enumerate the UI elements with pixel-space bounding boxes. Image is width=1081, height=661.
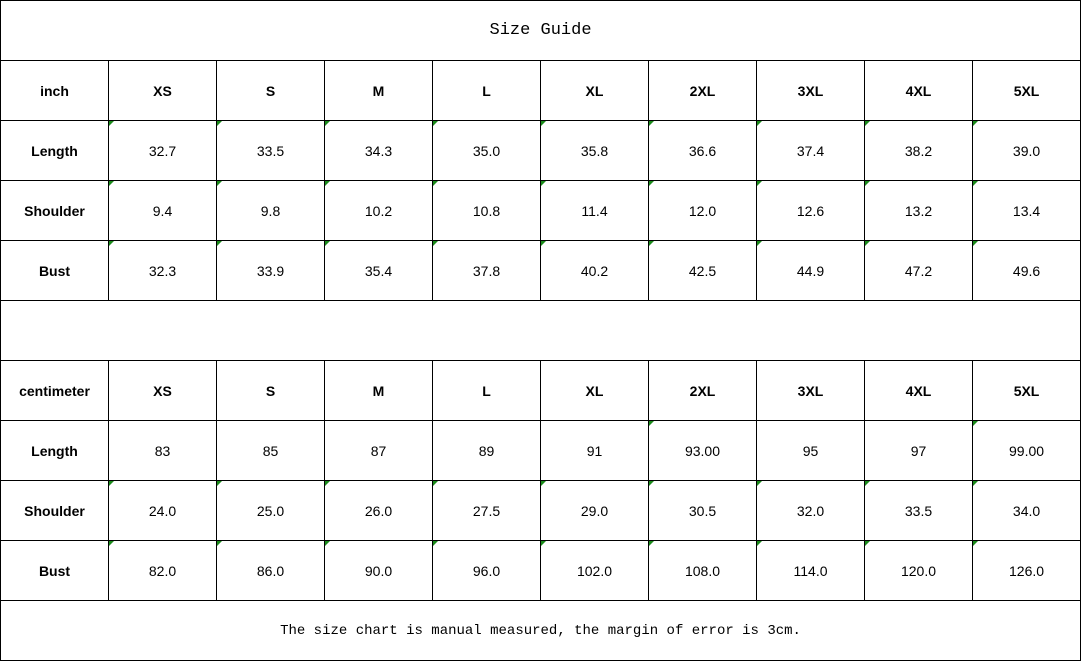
measurement-cell: 32.0	[756, 480, 865, 541]
measurement-cell: 24.0	[108, 480, 217, 541]
size-header: XS	[108, 360, 217, 421]
measurement-cell: 108.0	[648, 540, 757, 601]
row-label: Bust	[0, 240, 109, 301]
measurement-cell: 44.9	[756, 240, 865, 301]
table-row: Shoulder 24.0 25.0 26.0 27.5 29.0 30.5 32.0 33.5…	[0, 480, 1081, 541]
measurement-cell: 32.3	[108, 240, 217, 301]
measurement-cell: 85	[216, 420, 325, 481]
size-header: XS	[108, 60, 217, 121]
measurement-cell: 38.2	[864, 120, 973, 181]
row-label: Length	[0, 120, 109, 181]
row-label: Length	[0, 420, 109, 481]
size-header: 3XL	[756, 60, 865, 121]
measurement-cell: 91	[540, 420, 649, 481]
measurement-cell: 33.5	[216, 120, 325, 181]
measurement-cell: 99.00	[971, 420, 1081, 481]
measurement-cell: 34.0	[971, 480, 1081, 541]
size-header: XL	[540, 60, 649, 121]
measurement-cell: 36.6	[648, 120, 757, 181]
measurement-cell: 12.0	[648, 180, 757, 241]
header-row: inch XS S M L XL 2XL 3XL 4XL 5XL	[0, 60, 1081, 121]
measurement-cell: 35.4	[324, 240, 433, 301]
measurement-cell: 87	[324, 420, 433, 481]
size-header: 4XL	[864, 360, 973, 421]
size-header: 3XL	[756, 360, 865, 421]
measurement-cell: 10.8	[432, 180, 541, 241]
footnote: The size chart is manual measured, the m…	[0, 600, 1081, 661]
measurement-cell: 47.2	[864, 240, 973, 301]
table-row: Bust 32.3 33.9 35.4 37.8 40.2 42.5 44.9 47.2 49.6	[0, 240, 1081, 301]
measurement-cell: 32.7	[108, 120, 217, 181]
measurement-cell: 86.0	[216, 540, 325, 601]
measurement-cell: 9.8	[216, 180, 325, 241]
measurement-cell: 37.8	[432, 240, 541, 301]
measurement-cell: 39.0	[971, 120, 1081, 181]
row-label: Shoulder	[0, 480, 109, 541]
measurement-cell: 97	[864, 420, 973, 481]
measurement-cell: 27.5	[432, 480, 541, 541]
table-row: Length 83 85 87 89 91 93.00 95 97 99.00	[0, 420, 1081, 481]
page-title: Size Guide	[0, 0, 1081, 61]
measurement-cell: 42.5	[648, 240, 757, 301]
measurement-cell: 89	[432, 420, 541, 481]
measurement-cell: 25.0	[216, 480, 325, 541]
size-header: S	[216, 60, 325, 121]
table-row: Bust 82.0 86.0 90.0 96.0 102.0 108.0 114.0 120.0…	[0, 540, 1081, 601]
measurement-cell: 35.0	[432, 120, 541, 181]
measurement-cell: 102.0	[540, 540, 649, 601]
measurement-cell: 13.4	[971, 180, 1081, 241]
header-row: centimeter XS S M L XL 2XL 3XL 4XL 5XL	[0, 360, 1081, 421]
size-header: 4XL	[864, 60, 973, 121]
measurement-cell: 33.5	[864, 480, 973, 541]
measurement-cell: 40.2	[540, 240, 649, 301]
row-label: Bust	[0, 540, 109, 601]
measurement-cell: 114.0	[756, 540, 865, 601]
measurement-cell: 49.6	[971, 240, 1081, 301]
measurement-cell: 83	[108, 420, 217, 481]
size-header: 5XL	[971, 60, 1081, 121]
table-row: Shoulder 9.4 9.8 10.2 10.8 11.4 12.0 12.6 13.2 13…	[0, 180, 1081, 241]
size-header: L	[432, 60, 541, 121]
measurement-cell: 37.4	[756, 120, 865, 181]
size-header: M	[324, 360, 433, 421]
size-header: 5XL	[971, 360, 1081, 421]
measurement-cell: 26.0	[324, 480, 433, 541]
unit-label: inch	[0, 60, 109, 121]
measurement-cell: 30.5	[648, 480, 757, 541]
measurement-cell: 35.8	[540, 120, 649, 181]
measurement-cell: 10.2	[324, 180, 433, 241]
measurement-cell: 93.00	[648, 420, 757, 481]
size-header: 2XL	[648, 60, 757, 121]
measurement-cell: 29.0	[540, 480, 649, 541]
size-header: 2XL	[648, 360, 757, 421]
spacer-row	[0, 300, 1081, 361]
row-label: Shoulder	[0, 180, 109, 241]
measurement-cell: 11.4	[540, 180, 649, 241]
measurement-cell: 82.0	[108, 540, 217, 601]
measurement-cell: 13.2	[864, 180, 973, 241]
measurement-cell: 33.9	[216, 240, 325, 301]
size-header: M	[324, 60, 433, 121]
measurement-cell: 90.0	[324, 540, 433, 601]
measurement-cell: 96.0	[432, 540, 541, 601]
measurement-cell: 95	[756, 420, 865, 481]
measurement-cell: 34.3	[324, 120, 433, 181]
size-header: XL	[540, 360, 649, 421]
size-header: S	[216, 360, 325, 421]
size-header: L	[432, 360, 541, 421]
measurement-cell: 120.0	[864, 540, 973, 601]
measurement-cell: 126.0	[971, 540, 1081, 601]
table-row: Length 32.7 33.5 34.3 35.0 35.8 36.6 37.4 38.2 39…	[0, 120, 1081, 181]
unit-label: centimeter	[0, 360, 109, 421]
measurement-cell: 12.6	[756, 180, 865, 241]
measurement-cell: 9.4	[108, 180, 217, 241]
